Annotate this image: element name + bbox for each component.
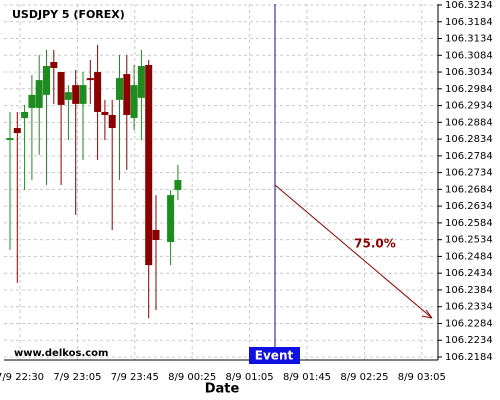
y-tick-label: 106.3134 [445, 34, 493, 45]
candle-body [94, 72, 102, 112]
candle-body [167, 195, 175, 243]
x-tick-label: 8/9 02:25 [340, 372, 388, 383]
y-tick-label: 106.2534 [445, 235, 493, 246]
y-tick-label: 106.2384 [445, 285, 493, 296]
y-tick-label: 106.3084 [445, 50, 493, 61]
candle-body [79, 85, 87, 104]
y-tick-label: 106.3184 [445, 17, 493, 28]
y-tick-label: 106.2734 [445, 168, 493, 179]
x-tick-label: 8/9 00:25 [168, 372, 216, 383]
y-tick-label: 106.2884 [445, 117, 493, 128]
y-tick-label: 106.2784 [445, 151, 493, 162]
y-tick-label: 106.3234 [445, 0, 493, 11]
candle-body [13, 128, 21, 134]
candle-body [130, 85, 138, 118]
y-tick-label: 106.2284 [445, 318, 493, 329]
y-tick-label: 106.2434 [445, 268, 493, 279]
x-axis-label: Date [205, 382, 240, 397]
candle-body [152, 229, 160, 241]
y-tick-label: 106.2334 [445, 302, 493, 313]
candle-body [145, 65, 153, 266]
y-tick-label: 106.2234 [445, 335, 493, 346]
candle-body [108, 114, 116, 129]
candle-body [21, 111, 29, 118]
candle-body [174, 179, 182, 191]
candle-body [116, 78, 123, 100]
candle-body [43, 66, 50, 95]
y-tick-label: 106.2584 [445, 218, 493, 229]
y-tick-label: 106.2984 [445, 84, 493, 95]
arrow-head [421, 309, 433, 319]
x-tick-label: 8/9 03:05 [398, 372, 446, 383]
forecast-label: 75.0% [354, 237, 396, 251]
y-tick-label: 106.3034 [445, 67, 493, 78]
x-tick-label: 8/9 01:45 [283, 372, 331, 383]
candle-body [86, 78, 94, 81]
candle-body [137, 66, 145, 98]
y-tick-label: 106.2634 [445, 201, 493, 212]
candle-body [72, 85, 80, 104]
grid [4, 4, 438, 360]
x-tick-label: 8/9 01:05 [226, 372, 274, 383]
y-tick-label: 106.2484 [445, 251, 493, 262]
y-tick-label: 106.2934 [445, 101, 493, 112]
candle-body [35, 80, 43, 108]
y-tick-label: 106.2184 [445, 352, 493, 363]
x-tick-label: 7/9 23:05 [53, 372, 101, 383]
candle-body [50, 61, 58, 69]
chart-title: USDJPY 5 (FOREX) [12, 8, 125, 21]
event-label: Event [255, 349, 294, 363]
event-box [249, 347, 300, 364]
candle-body [64, 92, 72, 100]
candle-body [123, 74, 131, 115]
y-tick-label: 106.2834 [445, 134, 493, 145]
x-tick-label: 7/9 23:45 [111, 372, 159, 383]
forecast-arrow [274, 184, 433, 319]
candle-body [6, 138, 14, 141]
candle-body [101, 111, 109, 115]
candle-body [28, 94, 36, 108]
watermark: www.delkos.com [14, 348, 108, 359]
candle-body [57, 72, 65, 105]
y-tick-label: 106.2684 [445, 184, 493, 195]
x-tick-label: 7/9 22:30 [0, 372, 44, 383]
